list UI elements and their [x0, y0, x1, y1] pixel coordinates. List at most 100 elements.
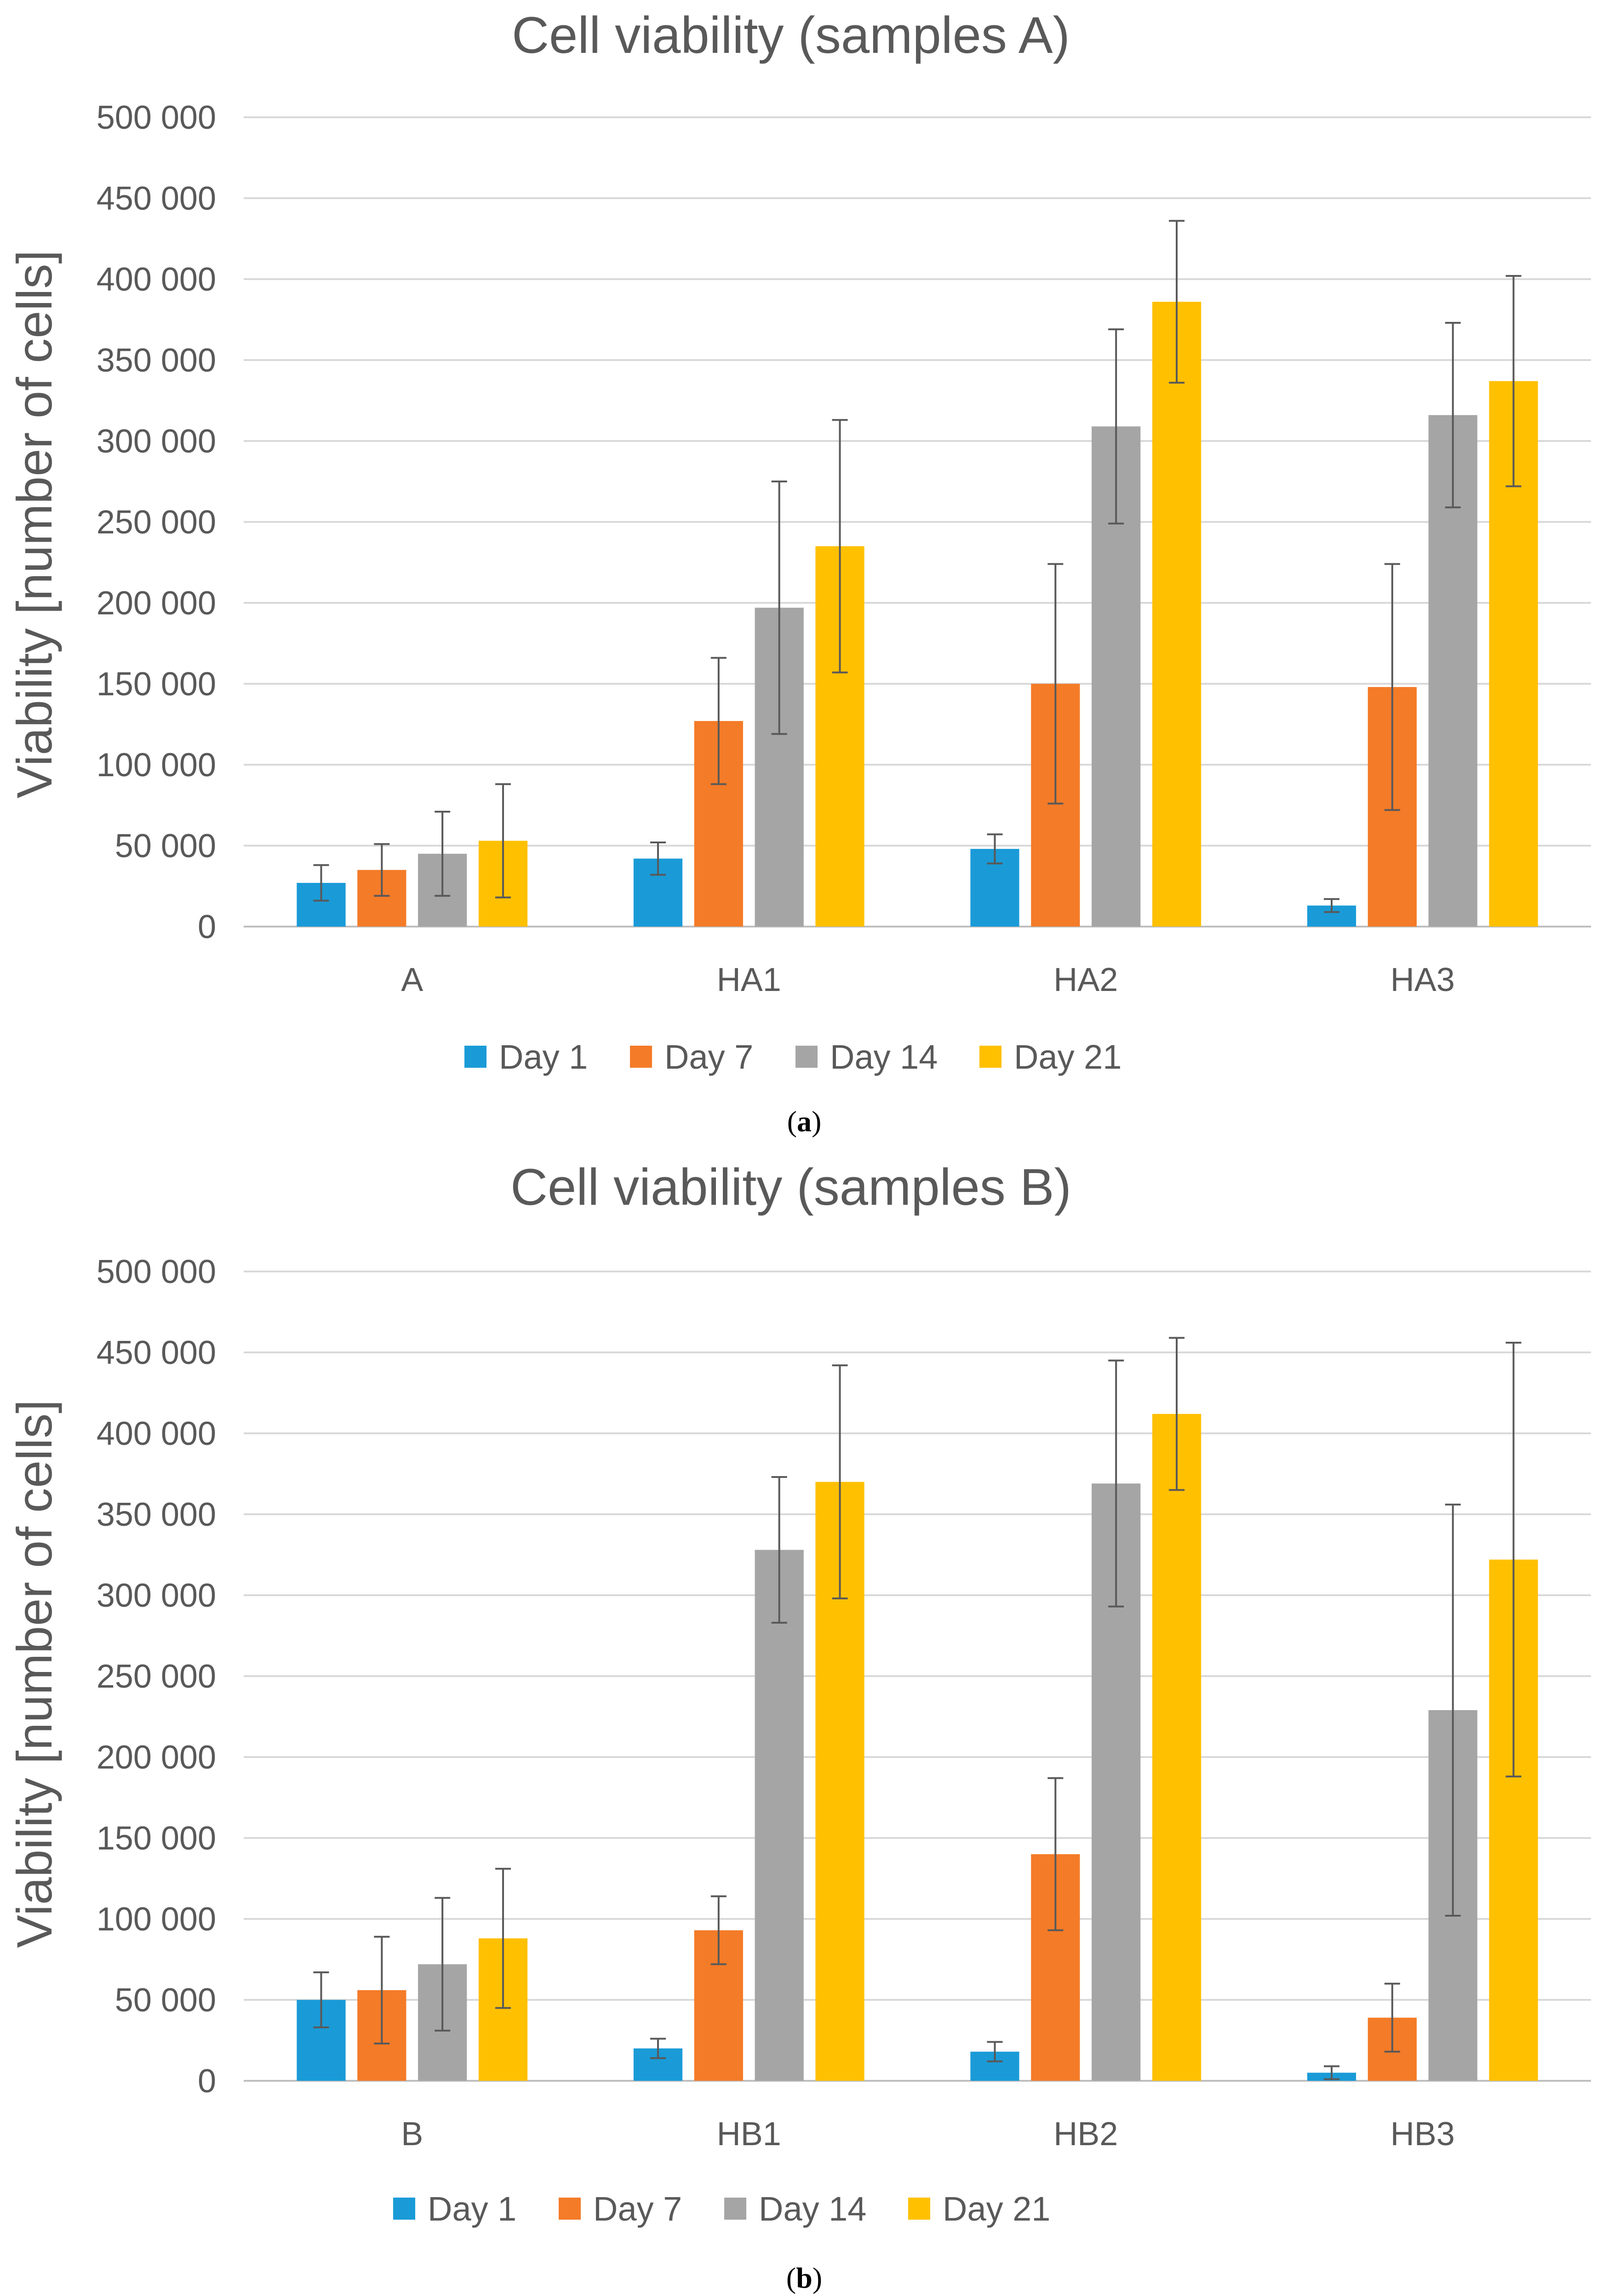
gridlines	[244, 116, 1591, 928]
error-bar	[987, 833, 1003, 865]
y-tick-label: 500 000	[97, 1254, 216, 1290]
bar	[755, 1550, 804, 2081]
error-bar	[374, 1935, 390, 2045]
y-axis-label: Viability [number of cells]	[6, 250, 62, 799]
legend-label: Day 14	[759, 2190, 866, 2228]
error-bar	[374, 843, 390, 897]
panel-caption: (b)	[786, 2262, 822, 2294]
error-bar	[1445, 322, 1461, 509]
legend-swatch	[464, 1046, 486, 1068]
y-tick-label: 150 000	[97, 1820, 216, 1857]
legend-label: Day 21	[943, 2190, 1050, 2228]
y-tick-label: 0	[198, 909, 216, 945]
legend-label: Day 1	[428, 2190, 516, 2228]
caption-letter: b	[796, 2262, 813, 2294]
error-bar	[1108, 1359, 1124, 1608]
error-bar	[832, 419, 848, 674]
y-axis-label: Viability [number of cells]	[6, 1400, 62, 1948]
bar	[1152, 1414, 1202, 2081]
error-bar	[771, 481, 787, 735]
chart-title: Cell viability (samples B)	[510, 1158, 1071, 1216]
y-tick-label: 50 000	[115, 828, 216, 865]
y-tick-label: 0	[198, 2063, 216, 2100]
chart-panel-a: Cell viability (samples A) Viability [nu…	[6, 6, 1591, 1138]
y-tick-label: 250 000	[97, 1658, 216, 1695]
error-bar	[650, 2038, 666, 2059]
y-tick-label: 150 000	[97, 666, 216, 703]
x-tick-label: HA3	[1391, 962, 1455, 998]
y-tick-label: 300 000	[97, 1577, 216, 1614]
legend-label: Day 1	[499, 1038, 588, 1076]
chart-title: Cell viability (samples A)	[512, 6, 1070, 64]
error-bar	[313, 1971, 329, 2028]
x-tick-label: B	[401, 2116, 423, 2153]
error-bar	[1384, 563, 1400, 811]
legend-swatch	[724, 2198, 746, 2220]
chart-panel-b: Cell viability (samples B) Viability [nu…	[6, 1158, 1591, 2294]
bar	[1152, 302, 1202, 927]
error-bar	[710, 1895, 727, 1965]
error-bars	[313, 1337, 1522, 2080]
legend: Day 1 Day 7 Day 14 Day 21	[464, 1038, 1122, 1076]
legend-swatch	[393, 2198, 415, 2220]
x-tick-label: HA2	[1053, 962, 1118, 998]
error-bar	[1169, 1337, 1185, 1491]
error-bar	[495, 1867, 511, 2009]
y-tick-label: 400 000	[97, 1415, 216, 1452]
y-tick-label: 50 000	[115, 1982, 216, 2019]
legend-swatch	[559, 2198, 581, 2220]
y-tick-label: 350 000	[97, 1496, 216, 1533]
error-bar	[1445, 1503, 1461, 1917]
panel-caption: (a)	[787, 1105, 822, 1138]
x-tick-label: HB2	[1053, 2116, 1118, 2153]
y-tick-label: 100 000	[97, 747, 216, 784]
error-bar	[1047, 1777, 1064, 1931]
error-bar	[1169, 220, 1185, 384]
error-bar	[832, 1364, 848, 1600]
bars	[297, 302, 1538, 927]
error-bar	[495, 783, 511, 899]
y-tick-label: 250 000	[97, 504, 216, 541]
legend-swatch	[795, 1046, 818, 1068]
x-tick-label: HB1	[717, 2116, 781, 2153]
error-bar	[710, 657, 727, 785]
error-bar	[1047, 563, 1064, 805]
x-tick-labels: A HA1 HA2 HA3	[401, 962, 1455, 998]
x-tick-label: A	[401, 962, 423, 998]
x-tick-labels: B HB1 HB2 HB3	[401, 2116, 1455, 2153]
legend-swatch	[630, 1046, 652, 1068]
error-bar	[987, 2041, 1003, 2062]
legend-swatch	[908, 2198, 930, 2220]
error-bar	[435, 811, 451, 897]
error-bars	[313, 220, 1522, 913]
y-tick-label: 350 000	[97, 342, 216, 379]
error-bar	[1505, 275, 1522, 487]
error-bar	[1323, 898, 1339, 913]
y-tick-label: 300 000	[97, 423, 216, 460]
error-bar	[1323, 2065, 1339, 2080]
y-tick-label: 450 000	[97, 1334, 216, 1371]
y-tick-label: 100 000	[97, 1901, 216, 1938]
x-tick-label: HA1	[717, 962, 781, 998]
y-tick-label: 200 000	[97, 1739, 216, 1776]
error-bar	[1108, 328, 1124, 525]
gridlines	[244, 1271, 1591, 2082]
error-bar	[313, 864, 329, 902]
error-bar	[1505, 1341, 1522, 1778]
y-tick-label: 200 000	[97, 585, 216, 622]
y-tick-label: 450 000	[97, 180, 216, 217]
legend-label: Day 7	[664, 1038, 753, 1076]
error-bar	[650, 841, 666, 876]
error-bar	[435, 1897, 451, 2032]
y-tick-labels: 0 50 000 100 000 150 000 200 000 250 000 300 0…	[97, 99, 216, 945]
legend: Day 1 Day 7 Day 14 Day 21	[393, 2190, 1050, 2228]
x-tick-label: HB3	[1391, 2116, 1455, 2153]
caption-letter: a	[797, 1105, 812, 1138]
legend-label: Day 14	[830, 1038, 938, 1076]
error-bar	[771, 1476, 787, 1624]
y-tick-label: 500 000	[97, 99, 216, 136]
y-tick-labels: 0 50 000 100 000 150 000 200 000 250 000 300 0…	[97, 1254, 216, 2100]
legend-label: Day 21	[1014, 1038, 1122, 1076]
error-bar	[1384, 1982, 1400, 2053]
